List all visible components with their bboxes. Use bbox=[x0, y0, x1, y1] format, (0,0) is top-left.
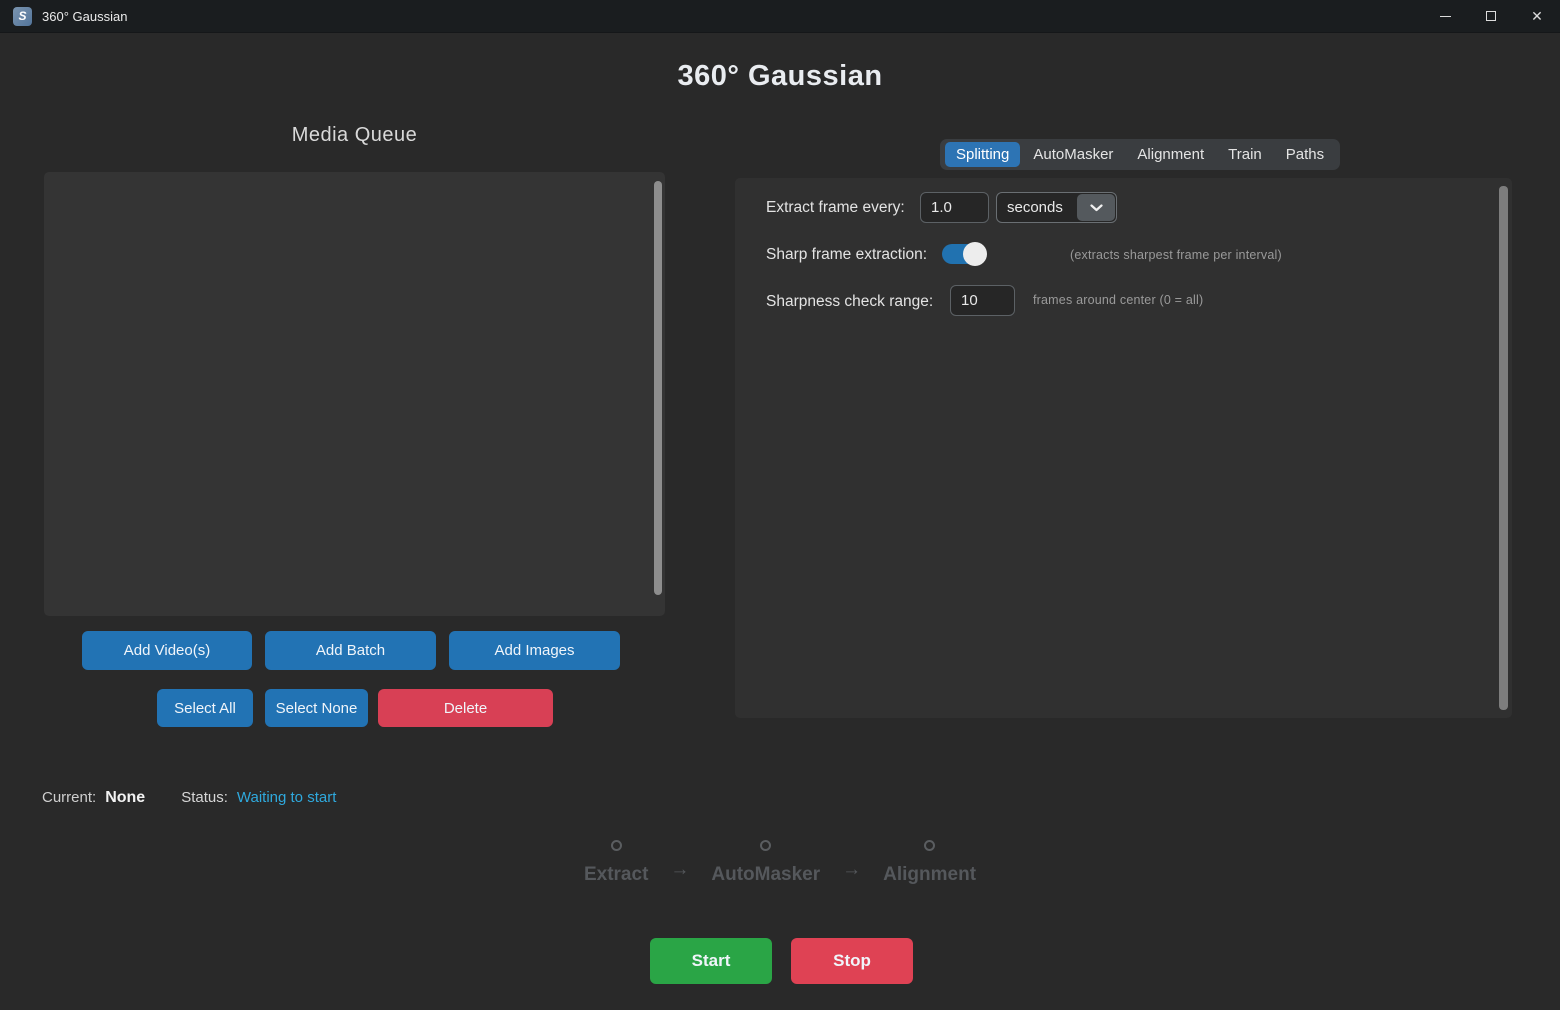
add-batch-button[interactable]: Add Batch bbox=[265, 631, 436, 670]
extract-frame-every-input[interactable] bbox=[920, 192, 989, 223]
pipeline-step-alignment: Alignment bbox=[883, 840, 976, 886]
tab-train[interactable]: Train bbox=[1228, 146, 1262, 163]
chevron-down-icon bbox=[1089, 203, 1103, 211]
media-queue-list[interactable] bbox=[44, 172, 665, 616]
pipeline-step-extract: Extract bbox=[584, 840, 648, 886]
tab-automasker[interactable]: AutoMasker bbox=[1033, 146, 1114, 163]
arrow-right-icon: → bbox=[842, 859, 862, 880]
pipeline-progress: Extract → AutoMasker → Alignment bbox=[0, 840, 1560, 886]
add-images-button[interactable]: Add Images bbox=[449, 631, 620, 670]
current-value: None bbox=[105, 789, 146, 806]
add-videos-button[interactable]: Add Video(s) bbox=[82, 631, 252, 670]
frame-unit-select[interactable]: seconds bbox=[996, 192, 1117, 223]
arrow-right-icon: → bbox=[670, 859, 690, 880]
close-icon: ✕ bbox=[1531, 7, 1543, 24]
minimize-icon bbox=[1439, 15, 1451, 17]
select-none-button[interactable]: Select None bbox=[265, 689, 368, 727]
app-logo-icon: S bbox=[13, 6, 32, 26]
delete-button[interactable]: Delete bbox=[378, 689, 553, 727]
pipeline-step-label: Extract bbox=[583, 864, 649, 885]
frame-unit-value: seconds bbox=[1007, 199, 1063, 216]
media-queue-title: Media Queue bbox=[291, 124, 418, 146]
page-title: 360° Gaussian bbox=[677, 60, 883, 92]
close-button[interactable]: ✕ bbox=[1514, 0, 1560, 32]
sharpness-check-range-input[interactable] bbox=[950, 285, 1015, 316]
select-all-button[interactable]: Select All bbox=[157, 689, 253, 727]
settings-scrollbar[interactable] bbox=[1499, 186, 1508, 710]
settings-tabbar: Splitting AutoMasker Alignment Train Pat… bbox=[940, 139, 1341, 170]
current-label: Current: bbox=[42, 789, 97, 806]
extract-frame-every-label: Extract frame every: bbox=[766, 199, 905, 216]
frame-unit-dropdown-button[interactable] bbox=[1077, 194, 1115, 221]
maximize-button[interactable] bbox=[1468, 0, 1514, 32]
step-circle-icon bbox=[760, 840, 772, 851]
start-button[interactable]: Start bbox=[650, 938, 772, 984]
tab-splitting[interactable]: Splitting bbox=[945, 142, 1021, 167]
step-circle-icon bbox=[924, 840, 936, 851]
media-queue-scrollbar[interactable] bbox=[654, 181, 662, 595]
titlebar: S 360° Gaussian ✕ bbox=[0, 0, 1560, 33]
tab-alignment[interactable]: Alignment bbox=[1137, 146, 1205, 163]
sharp-frame-extraction-hint: (extracts sharpest frame per interval) bbox=[1070, 248, 1282, 262]
splitting-panel: Extract frame every: seconds Sharp frame… bbox=[735, 178, 1512, 718]
sharp-frame-extraction-label: Sharp frame extraction: bbox=[766, 246, 928, 263]
status-label: Status: bbox=[181, 789, 228, 806]
pipeline-step-label: Alignment bbox=[883, 864, 977, 885]
window-controls: ✕ bbox=[1422, 0, 1560, 32]
status-value: Waiting to start bbox=[236, 789, 337, 806]
window-title: 360° Gaussian bbox=[42, 8, 128, 24]
step-circle-icon bbox=[610, 840, 622, 851]
sharp-frame-extraction-toggle[interactable] bbox=[942, 242, 987, 266]
maximize-icon bbox=[1486, 11, 1496, 21]
toggle-knob bbox=[963, 242, 987, 266]
sharpness-check-range-hint: frames around center (0 = all) bbox=[1033, 293, 1204, 307]
status-row: Current: None Status: Waiting to start bbox=[42, 789, 336, 807]
stop-button[interactable]: Stop bbox=[791, 938, 913, 984]
tab-paths[interactable]: Paths bbox=[1285, 146, 1325, 163]
pipeline-step-automasker: AutoMasker bbox=[711, 840, 820, 886]
sharpness-check-range-label: Sharpness check range: bbox=[766, 293, 934, 310]
minimize-button[interactable] bbox=[1422, 0, 1468, 32]
pipeline-step-label: AutoMasker bbox=[711, 864, 821, 885]
